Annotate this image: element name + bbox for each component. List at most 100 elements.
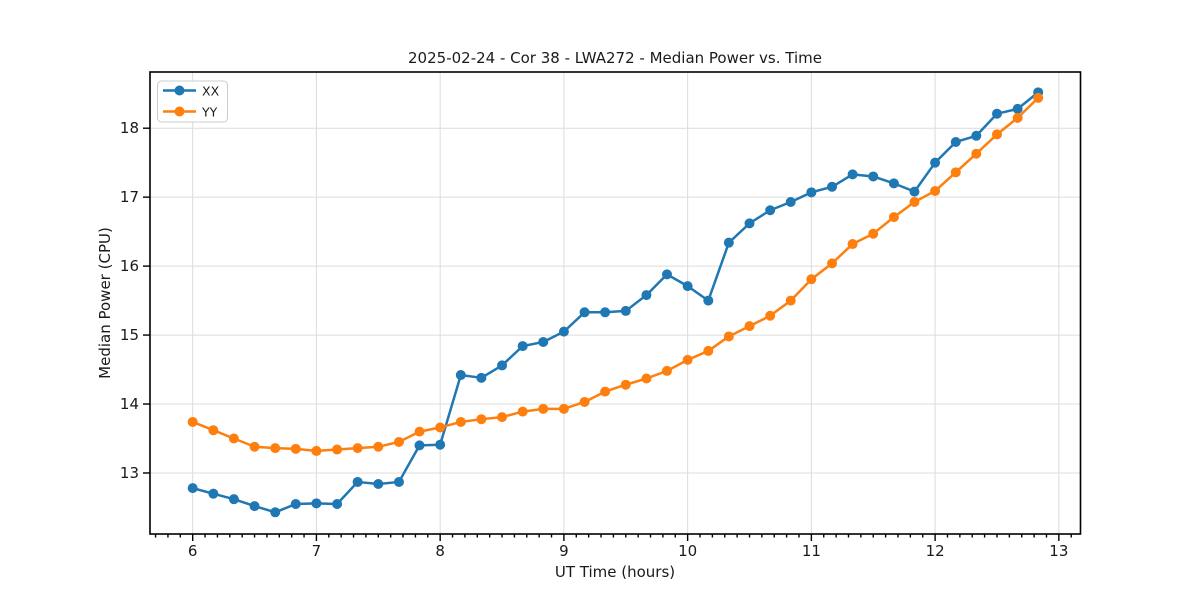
data-point-xx [476, 372, 487, 383]
data-point-yy [971, 148, 982, 159]
data-point-yy [579, 396, 590, 407]
data-point-xx [270, 507, 281, 518]
data-point-xx [950, 136, 961, 147]
legend-marker-sample [174, 106, 185, 117]
data-point-xx [455, 370, 466, 381]
data-point-yy [228, 433, 239, 444]
data-point-xx [661, 269, 672, 280]
x-tick-label: 11 [802, 542, 821, 560]
y-tick-label: 18 [120, 119, 139, 137]
data-point-yy [517, 406, 528, 417]
data-point-xx [827, 181, 838, 192]
data-point-xx [517, 341, 528, 352]
legend-item-xx-label: XX [202, 84, 220, 99]
data-point-xx [888, 178, 899, 189]
x-tick-label: 9 [559, 542, 569, 560]
legend: XX YY [157, 80, 228, 123]
data-point-yy [806, 274, 817, 285]
data-point-xx [352, 476, 363, 487]
data-point-yy [187, 416, 198, 427]
y-tick-label: 17 [120, 188, 139, 206]
x-tick-label: 6 [188, 542, 198, 560]
x-tick-label: 7 [312, 542, 322, 560]
y-tick-label: 15 [120, 326, 139, 344]
data-point-xx [723, 237, 734, 248]
data-point-xx [806, 187, 817, 198]
data-point-yy [558, 403, 569, 414]
data-point-yy [332, 444, 343, 455]
data-point-xx [249, 501, 260, 512]
x-tick-label: 12 [926, 542, 945, 560]
data-point-yy [620, 379, 631, 390]
data-point-xx [538, 336, 549, 347]
data-point-xx [228, 494, 239, 505]
x-tick-label: 10 [678, 542, 697, 560]
data-point-xx [332, 499, 343, 510]
data-point-xx [208, 488, 219, 499]
data-point-yy [290, 443, 301, 454]
data-point-xx [497, 360, 508, 371]
data-point-xx [703, 295, 714, 306]
data-point-xx [868, 171, 879, 182]
data-point-yy [641, 373, 652, 384]
data-point-yy [930, 185, 941, 196]
data-point-yy [249, 441, 260, 452]
data-point-yy [497, 412, 508, 423]
data-point-xx [682, 281, 693, 292]
data-point-xx [600, 307, 611, 318]
data-point-yy [682, 354, 693, 365]
data-point-xx [847, 169, 858, 180]
data-point-yy [744, 321, 755, 332]
series-line-yy [191, 96, 1040, 453]
data-point-yy [765, 310, 776, 321]
y-tick-label: 16 [120, 257, 139, 275]
data-point-yy [1033, 92, 1044, 103]
data-point-xx [785, 196, 796, 207]
data-point-xx [414, 440, 425, 451]
x-tick-label: 13 [1049, 542, 1068, 560]
data-point-yy [703, 345, 714, 356]
data-point-yy [435, 422, 446, 433]
data-point-xx [290, 499, 301, 510]
data-point-xx [765, 205, 776, 216]
data-point-xx [187, 483, 198, 494]
data-point-yy [208, 425, 219, 436]
data-point-yy [393, 436, 404, 447]
plot-area: 6 7 8 9 10 11 12 13 13 14 15 16 17 18 [120, 71, 1082, 560]
data-point-yy [270, 443, 281, 454]
legend-samples [163, 85, 196, 117]
data-point-yy [373, 441, 384, 452]
legend-item-yy-label: YY [201, 105, 218, 120]
data-point-xx [1012, 103, 1023, 114]
data-point-xx [435, 439, 446, 450]
data-point-yy [909, 196, 920, 207]
data-point-yy [538, 403, 549, 414]
data-point-xx [620, 305, 631, 316]
data-point-xx [373, 479, 384, 490]
plot-border [149, 71, 1082, 535]
data-point-xx [641, 290, 652, 301]
data-point-xx [991, 108, 1002, 119]
legend-marker-sample [174, 85, 185, 96]
data-point-yy [352, 443, 363, 454]
data-point-yy [785, 295, 796, 306]
data-point-yy [723, 331, 734, 342]
data-point-yy [888, 212, 899, 223]
data-point-yy [827, 258, 838, 269]
data-point-yy [414, 426, 425, 437]
data-point-xx [558, 326, 569, 337]
y-tick-label: 14 [120, 395, 139, 413]
x-axis-label: UT Time (hours) [555, 563, 675, 581]
data-point-xx [744, 218, 755, 229]
data-point-yy [311, 445, 322, 456]
data-point-xx [971, 130, 982, 141]
data-point-yy [950, 167, 961, 178]
data-point-xx [930, 157, 941, 168]
data-point-xx [311, 498, 322, 509]
chart-title: 2025-02-24 - Cor 38 - LWA272 - Median Po… [408, 49, 822, 67]
data-point-xx [579, 307, 590, 318]
data-point-yy [868, 228, 879, 239]
data-point-yy [455, 416, 466, 427]
data-point-yy [661, 365, 672, 376]
